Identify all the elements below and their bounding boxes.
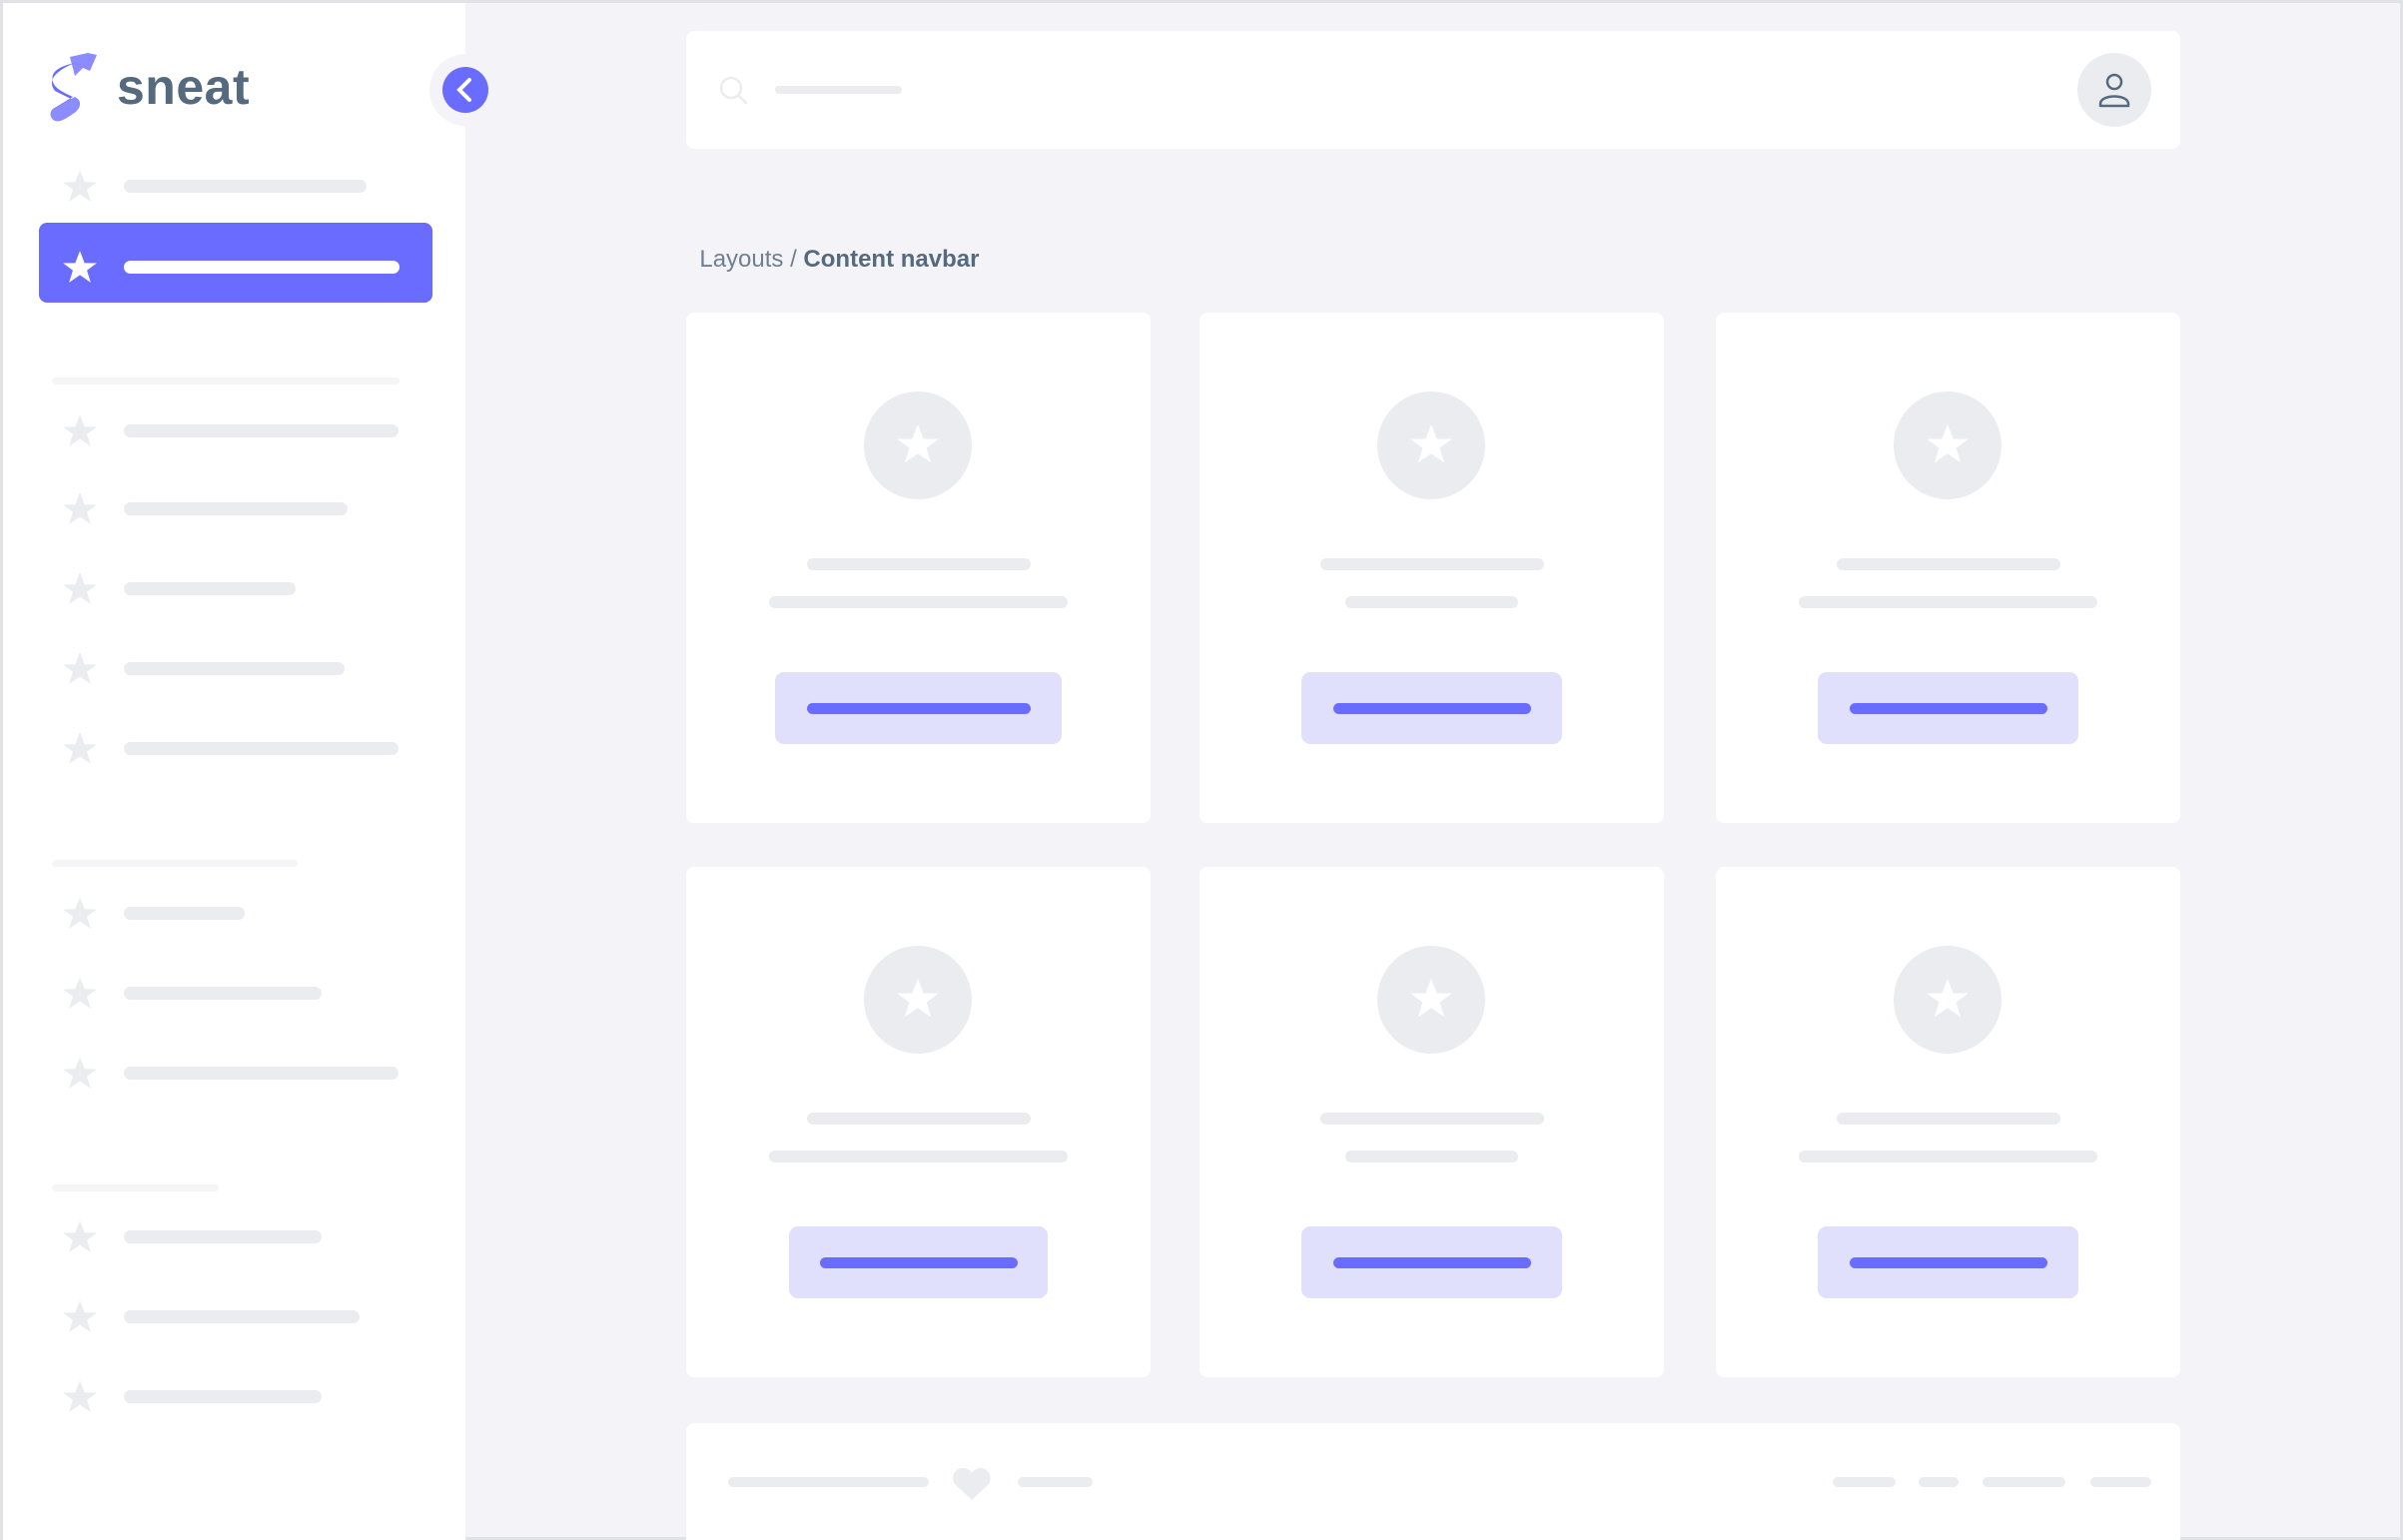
- card-button[interactable]: [1818, 1226, 2078, 1298]
- card-button-label: [1849, 1257, 2047, 1268]
- menu-section-header: [52, 860, 298, 867]
- star-icon: [61, 730, 99, 766]
- sidebar: sneat: [3, 3, 465, 1540]
- card-avatar: [1894, 946, 2002, 1054]
- user-icon: [2098, 73, 2130, 108]
- content-card: [686, 867, 1151, 1377]
- brand-name: sneat: [117, 58, 251, 115]
- card-button-label: [819, 1257, 1018, 1268]
- star-icon: [61, 650, 99, 686]
- footer-link[interactable]: [1833, 1477, 1896, 1487]
- card-button[interactable]: [1301, 1226, 1562, 1298]
- content-card: [1200, 313, 1664, 823]
- search-input[interactable]: [775, 86, 902, 94]
- star-icon: [61, 1055, 99, 1091]
- star-icon: [61, 1378, 99, 1414]
- star-icon: [1925, 421, 1971, 465]
- breadcrumb: Layouts / Content navbar: [686, 218, 979, 274]
- star-icon: [61, 168, 99, 204]
- sidebar-item[interactable]: [124, 662, 345, 675]
- star-icon: [61, 895, 99, 931]
- sidebar-item[interactable]: [124, 907, 245, 920]
- sidebar-item[interactable]: [124, 1310, 360, 1323]
- card-title: [1837, 558, 2060, 570]
- card-text: [1799, 596, 2097, 608]
- menu-section-header: [52, 378, 400, 385]
- star-icon: [61, 975, 99, 1011]
- star-icon: [61, 490, 99, 526]
- card-button[interactable]: [1301, 672, 1562, 744]
- footer-text: [728, 1477, 929, 1487]
- card-text: [1345, 596, 1518, 608]
- heart-icon: [953, 1468, 991, 1500]
- content-card: [1716, 867, 2180, 1377]
- breadcrumb-current: Content navbar: [803, 246, 980, 273]
- star-icon: [61, 412, 99, 448]
- card-button[interactable]: [1818, 672, 2078, 744]
- breadcrumb-separator: /: [783, 246, 804, 273]
- card-title: [1320, 558, 1544, 570]
- sidebar-collapse-button[interactable]: [429, 54, 501, 126]
- card-text: [1345, 1151, 1518, 1162]
- sidebar-item[interactable]: [124, 582, 296, 595]
- footer-link[interactable]: [1983, 1477, 2065, 1487]
- card-title: [807, 558, 1031, 570]
- sidebar-item[interactable]: [124, 180, 367, 193]
- footer: [686, 1423, 2180, 1540]
- card-avatar: [864, 391, 972, 499]
- content-card: [1200, 867, 1664, 1377]
- sidebar-item[interactable]: [124, 502, 348, 515]
- card-avatar: [1894, 391, 2002, 499]
- card-text: [769, 596, 1068, 608]
- sneat-logo-icon: [50, 52, 97, 121]
- sidebar-item[interactable]: [124, 1067, 399, 1080]
- card-title: [1837, 1113, 2060, 1125]
- footer-author-link[interactable]: [1018, 1477, 1093, 1487]
- user-avatar[interactable]: [2077, 53, 2151, 127]
- card-avatar: [1377, 391, 1485, 499]
- card-text: [1799, 1151, 2097, 1162]
- footer-link[interactable]: [2090, 1477, 2151, 1487]
- top-navbar: [686, 31, 2180, 149]
- chevron-left-icon: [442, 67, 488, 113]
- star-icon: [61, 1218, 99, 1254]
- sidebar-item[interactable]: [124, 261, 400, 274]
- sidebar-item[interactable]: [124, 1390, 322, 1403]
- card-button[interactable]: [775, 672, 1062, 744]
- card-text: [769, 1151, 1068, 1162]
- card-button-label: [1332, 703, 1531, 714]
- content-card: [686, 313, 1151, 823]
- star-icon: [61, 570, 99, 606]
- card-avatar: [864, 946, 972, 1054]
- card-title: [1320, 1113, 1544, 1125]
- sidebar-item[interactable]: [124, 742, 399, 755]
- card-button-label: [806, 703, 1031, 714]
- card-title: [807, 1113, 1031, 1125]
- menu-section-header: [52, 1184, 219, 1191]
- sidebar-item[interactable]: [124, 987, 322, 1000]
- star-icon: [1408, 976, 1454, 1020]
- star-icon: [895, 421, 941, 465]
- card-button[interactable]: [789, 1226, 1048, 1298]
- card-button-label: [1332, 1257, 1531, 1268]
- search-icon[interactable]: [718, 75, 750, 107]
- brand-logo[interactable]: sneat: [45, 49, 250, 124]
- star-icon: [895, 976, 941, 1020]
- star-icon: [61, 249, 99, 285]
- footer-link[interactable]: [1919, 1477, 1959, 1487]
- card-avatar: [1377, 946, 1485, 1054]
- breadcrumb-parent[interactable]: Layouts: [699, 246, 784, 273]
- star-icon: [1925, 976, 1971, 1020]
- card-button-label: [1849, 703, 2047, 714]
- sidebar-item[interactable]: [124, 424, 399, 437]
- star-icon: [61, 1298, 99, 1334]
- sidebar-item[interactable]: [124, 1230, 322, 1243]
- star-icon: [1408, 421, 1454, 465]
- content-card: [1716, 313, 2180, 823]
